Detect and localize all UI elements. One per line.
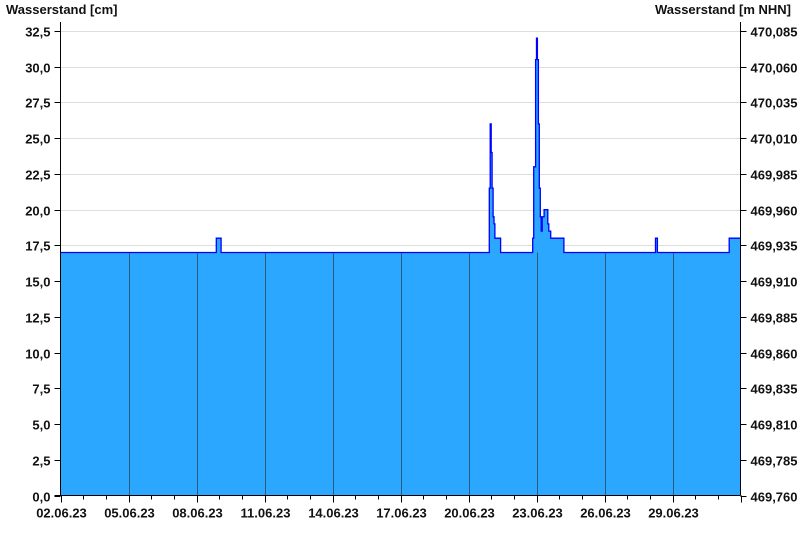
right-y-tick-label: 469,935 [751,239,798,254]
x-tick-label: 23.06.23 [512,506,563,521]
right-y-tick-label: 469,885 [751,311,798,326]
right-y-tick-label: 469,760 [751,490,798,505]
right-y-tick-label: 470,010 [751,132,798,147]
y-tick-label: 7,5 [32,382,50,397]
x-tick-label: 26.06.23 [580,506,631,521]
water-level-line [60,37,741,254]
right-y-tick-label: 470,060 [751,61,798,76]
y-tick-label: 20,0 [25,204,50,219]
x-tick-label: 05.06.23 [104,506,155,521]
right-y-tick-label: 469,985 [751,168,798,183]
y-tick-label: 32,5 [25,25,50,40]
right-y-tick-label: 469,860 [751,347,798,362]
y-tick-label: 22,5 [25,168,50,183]
y-tick-label: 30,0 [25,61,50,76]
right-y-tick-label: 469,835 [751,382,798,397]
right-y-tick-label: 469,810 [751,418,798,433]
x-tick-label: 08.06.23 [172,506,223,521]
y-tick-label: 15,0 [25,275,50,290]
right-y-tick-label: 469,910 [751,275,798,290]
y-tick-label: 17,5 [25,239,50,254]
y-tick-label: 25,0 [25,132,50,147]
y-tick-label: 5,0 [32,418,50,433]
water-level-area [60,38,741,496]
x-tick-label: 20.06.23 [444,506,495,521]
x-tick-label: 14.06.23 [308,506,359,521]
right-y-tick-label: 470,035 [751,96,798,111]
vertical-gridlines [129,252,674,496]
x-tick-label: 02.06.23 [36,506,87,521]
y-tick-label: 10,0 [25,347,50,362]
y-tick-label: 12,5 [25,311,50,326]
axes: 0,0 469,760 2,5 469,785 5,0 469,810 7,5 469,835… [25,22,798,521]
y-tick-label: 27,5 [25,96,50,111]
x-tick-label: 29.06.23 [648,506,699,521]
right-y-tick-label: 469,785 [751,454,798,469]
right-y-tick-label: 469,960 [751,204,798,219]
right-y-tick-label: 470,085 [751,25,798,40]
x-tick-label: 11.06.23 [241,506,291,521]
x-tick-label: 17.06.23 [376,506,427,521]
y-tick-label: 2,5 [32,454,50,469]
y-tick-label: 0,0 [32,490,50,505]
right-axis-title: Wasserstand [m NHN] [655,2,791,17]
left-axis-title: Wasserstand [cm] [6,2,118,17]
